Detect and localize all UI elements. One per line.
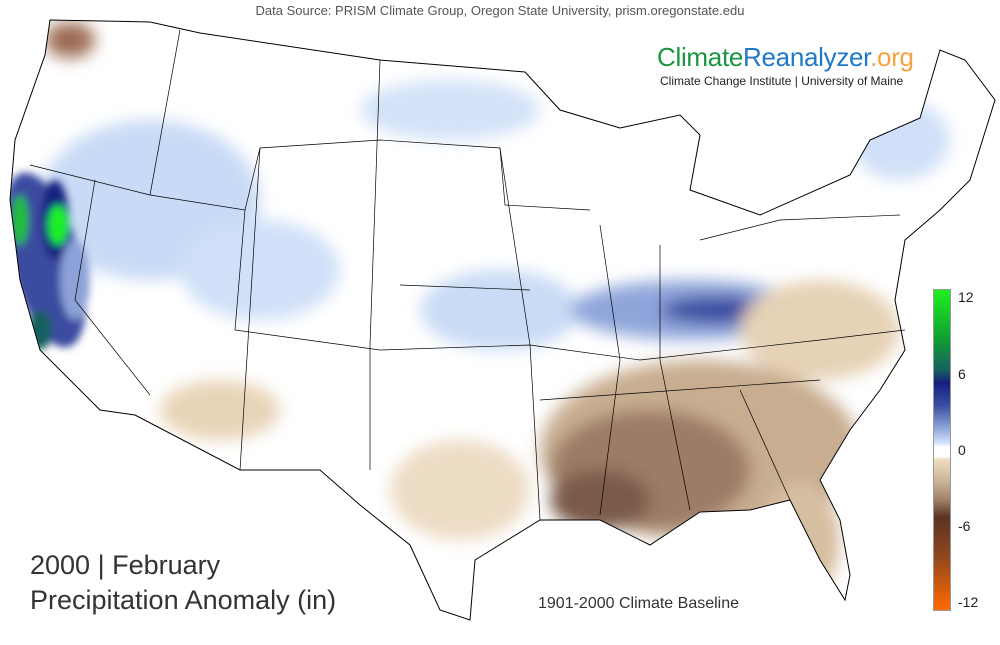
logo-text-reanalyzer: Reanalyzer xyxy=(743,42,871,72)
colorbar-tick: -6 xyxy=(958,518,971,534)
state-borders xyxy=(29,29,906,521)
us-outline xyxy=(9,19,996,621)
colorbar-tick: -12 xyxy=(958,594,979,610)
climate-reanalyzer-logo[interactable]: ClimateReanalyzer.org xyxy=(657,42,914,73)
logo-text-climate: Climate xyxy=(657,42,744,72)
colorbar xyxy=(933,289,951,611)
logo-text-org: .org xyxy=(870,42,914,72)
data-source: Data Source: PRISM Climate Group, Oregon… xyxy=(255,3,745,18)
map-title-variable: Precipitation Anomaly (in) xyxy=(30,585,337,615)
colorbar-tick: 0 xyxy=(958,442,966,458)
institution-label: Climate Change Institute | University of… xyxy=(660,74,904,88)
map-title-date: 2000 | February xyxy=(30,550,221,580)
colorbar-tick: 12 xyxy=(958,289,974,305)
baseline-label: 1901-2000 Climate Baseline xyxy=(538,595,740,612)
colorbar-tick: 6 xyxy=(958,366,966,382)
